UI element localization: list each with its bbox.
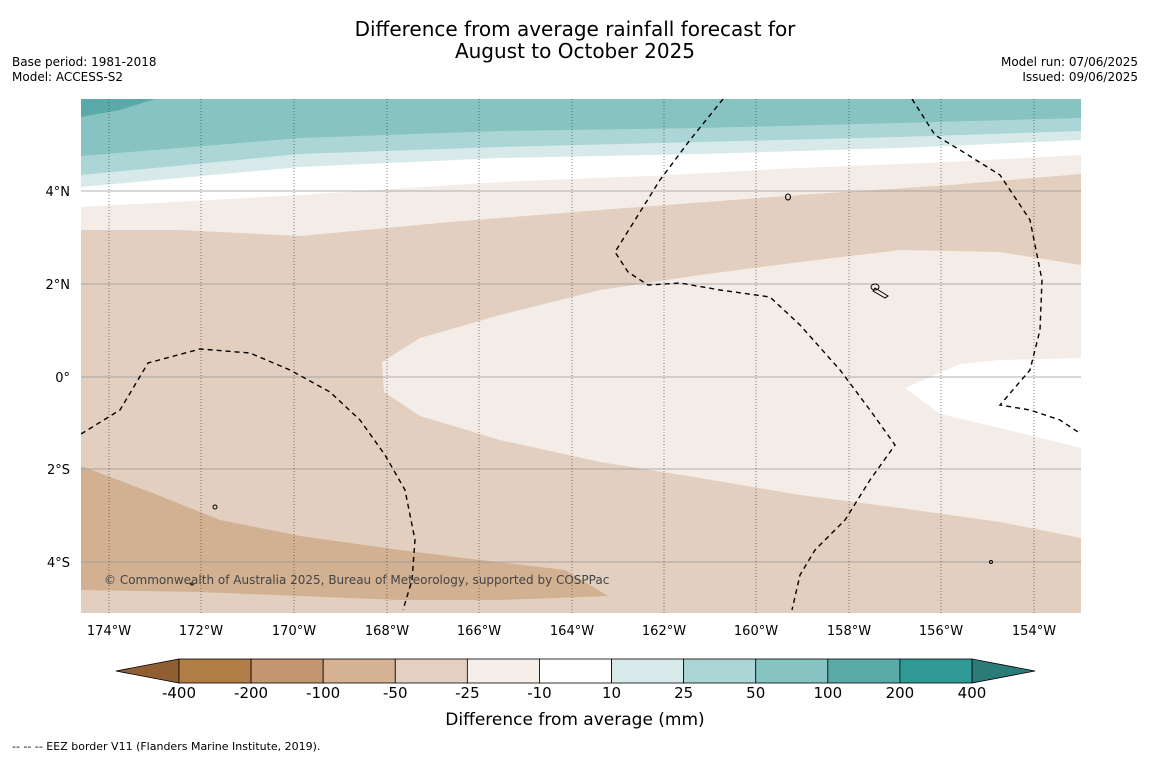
band-white-east bbox=[905, 358, 1081, 448]
lon-label-160w: 160°W bbox=[734, 624, 778, 639]
colorbar-segment bbox=[683, 658, 757, 684]
band-teal-mid bbox=[81, 99, 1081, 156]
colorbar-segment bbox=[611, 658, 685, 684]
colorbar-title: Difference from average (mm) bbox=[445, 710, 705, 730]
model-run: Model run: 07/06/2025 bbox=[1000, 55, 1138, 69]
lon-label-156w: 156°W bbox=[919, 624, 963, 639]
colorbar-tick-label: 200 bbox=[885, 684, 915, 702]
lon-label-166w: 166°W bbox=[457, 624, 501, 639]
lat-label-4n: 4°N bbox=[46, 185, 71, 200]
lat-label-2s: 2°S bbox=[47, 463, 70, 478]
lon-label-170w: 170°W bbox=[272, 624, 316, 639]
model-name: Model: ACCESS-S2 bbox=[12, 70, 124, 84]
islands bbox=[190, 193, 993, 586]
colorbar bbox=[115, 658, 1036, 684]
lon-label-168w: 168°W bbox=[365, 624, 409, 639]
colorbar-segment bbox=[250, 658, 324, 684]
map-area: © Commonwealth of Australia 2025, Bureau… bbox=[81, 99, 1081, 613]
lon-label-162w: 162°W bbox=[642, 624, 686, 639]
colorbar-segment bbox=[539, 658, 612, 684]
colorbar-tick-label: -50 bbox=[383, 684, 408, 702]
colorbar-tick-label: -10 bbox=[527, 684, 552, 702]
lon-label-154w: 154°W bbox=[1012, 624, 1056, 639]
meta-left: Base period: 1981-2018 Model: ACCESS-S2 bbox=[12, 55, 157, 85]
eez-footnote: -- -- -- EEZ border V11 (Flanders Marine… bbox=[12, 740, 321, 753]
lat-labels: 4°N 2°N 0° 2°S 4°S bbox=[46, 185, 71, 571]
colorbar-tick-label: 100 bbox=[813, 684, 843, 702]
colorbar-tick-label: -200 bbox=[234, 684, 269, 702]
colorbar-segment bbox=[755, 658, 829, 684]
band-teal-dark bbox=[81, 99, 155, 117]
band-brown-mid-south bbox=[81, 466, 608, 600]
copyright-text: © Commonwealth of Australia 2025, Bureau… bbox=[104, 573, 609, 587]
title-line-1: Difference from average rainfall forecas… bbox=[354, 17, 796, 41]
colorbar-tick-label: 10 bbox=[601, 684, 622, 702]
title-line-2: August to October 2025 bbox=[454, 39, 696, 63]
meta-right: Model run: 07/06/2025 Issued: 09/06/2025 bbox=[1001, 55, 1138, 85]
colorbar-tick-label: 400 bbox=[957, 684, 987, 702]
lon-label-174w: 174°W bbox=[87, 624, 131, 639]
colorbar-segment bbox=[394, 658, 468, 684]
colorbar-tick-label: 50 bbox=[746, 684, 766, 702]
colorbar-tick-label: -400 bbox=[161, 684, 197, 702]
chart-title: Difference from average rainfall forecas… bbox=[0, 18, 1150, 62]
colorbar-extend-high bbox=[971, 658, 1036, 684]
lat-label-0: 0° bbox=[55, 371, 70, 386]
lon-label-172w: 172°W bbox=[179, 624, 223, 639]
colorbar-segment bbox=[466, 658, 540, 684]
gridlines bbox=[81, 190, 1081, 563]
colorbar-segment bbox=[322, 658, 396, 684]
issued-date: Issued: 09/06/2025 bbox=[1022, 70, 1138, 84]
lat-label-4s: 4°S bbox=[47, 556, 70, 571]
eez-borders bbox=[81, 99, 1079, 611]
colorbar-segment bbox=[827, 658, 901, 684]
lon-labels: 174°W 172°W 170°W 168°W 166°W 164°W 162°… bbox=[87, 624, 1056, 639]
lat-label-2n: 2°N bbox=[46, 278, 71, 293]
lon-label-158w: 158°W bbox=[827, 624, 871, 639]
colorbar-tick-label: 25 bbox=[674, 684, 694, 702]
colorbar-extend-low bbox=[115, 658, 180, 684]
band-brown-pale-equator bbox=[382, 250, 1081, 538]
base-period: Base period: 1981-2018 bbox=[12, 55, 157, 69]
colorbar-tick-label: -25 bbox=[455, 684, 480, 702]
colorbar-segment bbox=[178, 658, 252, 684]
colorbar-segment bbox=[899, 658, 973, 684]
lon-label-164w: 164°W bbox=[550, 624, 594, 639]
colorbar-tick-label: -100 bbox=[306, 684, 341, 702]
